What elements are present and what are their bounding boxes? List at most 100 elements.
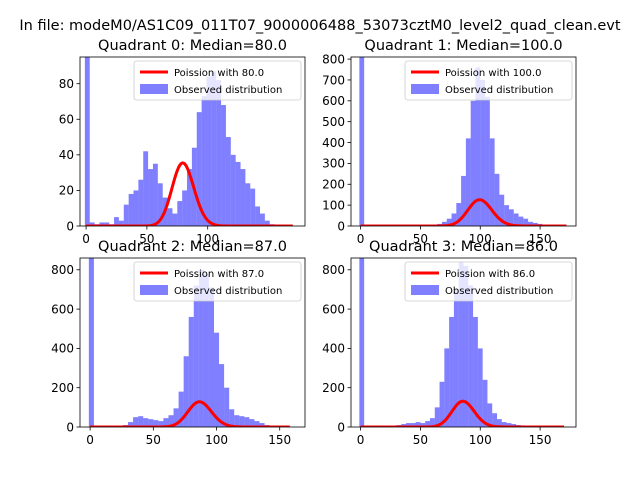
histogram-bar <box>456 203 462 226</box>
histogram-bar <box>359 258 365 427</box>
histogram-bar <box>118 220 124 226</box>
histogram-bar <box>178 391 184 427</box>
poisson-curve <box>89 400 291 427</box>
x-tick-label: 100 <box>469 433 492 447</box>
histogram-bar <box>429 418 435 427</box>
x-tick-label: 100 <box>205 433 228 447</box>
x-tick-label: 50 <box>146 433 161 447</box>
legend-frame <box>404 261 573 302</box>
legend-label-observed: Observed distribution <box>445 286 553 297</box>
histogram-bar <box>475 67 481 226</box>
legend-label-poisson: Poission with 100.0 <box>445 68 541 79</box>
histogram-bar <box>410 423 416 427</box>
histogram-bar <box>439 381 445 427</box>
y-tick-label: 80 <box>59 77 74 91</box>
x-tick-label: 150 <box>529 433 552 447</box>
histogram-bar <box>465 138 471 226</box>
histogram-bar <box>458 261 464 427</box>
subplot-title: Quadrant 3: Median=86.0 <box>369 239 558 255</box>
subplot-quadrant-3: 0 50 100 150 0 200 400 600 800 Quadrant 3: Median… <box>322 239 577 447</box>
x-tick-label: 0 <box>357 232 365 246</box>
x-tick-label: 0 <box>86 433 94 447</box>
histogram-bar <box>128 422 134 427</box>
histogram-bar <box>172 213 178 226</box>
histogram-bar <box>148 169 153 226</box>
x-tick-label: 50 <box>139 232 154 246</box>
histogram-bar <box>230 154 236 226</box>
subplot-title: Quadrant 1: Median=100.0 <box>364 38 562 54</box>
histogram-bar <box>183 356 189 427</box>
histogram-bar <box>260 213 265 226</box>
histogram-bar <box>133 190 139 226</box>
histogram-bar <box>187 169 192 226</box>
y-tick-label: 400 <box>322 136 345 150</box>
histogram-bar <box>128 193 134 226</box>
axes-frame <box>79 56 306 227</box>
histogram-bar <box>499 194 505 226</box>
histogram-bar <box>425 421 430 427</box>
histogram-bar <box>229 409 235 427</box>
histogram-bar <box>114 217 119 226</box>
histogram-bar <box>415 422 421 427</box>
legend-label-observed: Observed distribution <box>174 85 282 96</box>
histogram-bar <box>201 96 207 226</box>
histogram-bar <box>123 204 129 226</box>
x-tick-label: 50 <box>413 232 428 246</box>
histogram-bar <box>216 80 222 226</box>
legend-frame <box>404 60 573 101</box>
y-tick-label: 0 <box>337 219 345 233</box>
histogram-bar <box>244 417 250 427</box>
y-tick-label: 600 <box>322 94 345 108</box>
histogram-bar <box>446 218 452 226</box>
histogram-bar <box>219 364 225 427</box>
legend: Poission with 87.0 Observed distribution <box>133 261 302 302</box>
axes-frame <box>350 257 577 428</box>
histogram-bar <box>420 423 426 427</box>
y-tick-label: 0 <box>337 420 345 434</box>
x-tick-label: 100 <box>469 232 492 246</box>
axes-frame <box>350 56 577 227</box>
histogram-bar <box>208 287 214 427</box>
x-tick-label: 50 <box>413 433 428 447</box>
histogram-bar <box>523 218 529 226</box>
legend-patch-swatch <box>411 285 439 295</box>
histogram-bar <box>477 348 483 427</box>
histogram-bar <box>485 96 490 226</box>
histogram-bar <box>492 413 498 427</box>
subplot-quadrant-2: 0 50 100 150 0 200 400 600 800 Quadrant 2: Median… <box>51 239 306 447</box>
histogram-bar <box>206 76 212 226</box>
histogram-bar <box>532 222 538 226</box>
subplot-quadrant-1: 0 50 100 150 0 100 200 300 400 500 600 700 800 Quadra… <box>322 38 577 246</box>
histogram-bar <box>453 289 459 427</box>
poisson-curve <box>360 399 565 427</box>
histogram-bar <box>461 175 466 226</box>
histogram-bar <box>99 222 105 226</box>
histogram-bar <box>254 421 260 427</box>
histogram-bar <box>143 418 149 427</box>
y-tick-label: 600 <box>51 302 74 316</box>
histogram-bar <box>198 269 204 427</box>
histogram-bar <box>133 417 139 427</box>
y-tick-label: 200 <box>51 381 74 395</box>
y-tick-label: 500 <box>322 115 345 129</box>
histogram-bar <box>225 137 231 226</box>
y-tick-label: 300 <box>322 157 345 171</box>
y-tick-label: 100 <box>322 198 345 212</box>
histogram-bar <box>157 183 163 226</box>
histogram-bar <box>518 216 524 226</box>
histogram-bar <box>163 418 169 427</box>
histogram-bar <box>177 201 183 226</box>
legend-patch-swatch <box>411 84 439 94</box>
x-tick-label: 150 <box>529 232 552 246</box>
legend-label-poisson: Poission with 80.0 <box>174 68 264 79</box>
y-tick-label: 400 <box>51 342 74 356</box>
figure-suptitle: In file: modeM0/AS1C09_011T07_9000006488… <box>19 18 620 34</box>
legend-patch-swatch <box>140 84 168 94</box>
legend-label-poisson: Poission with 86.0 <box>445 269 535 280</box>
histogram-bar <box>451 213 457 226</box>
histogram-bar <box>480 79 486 226</box>
histogram-bar <box>441 221 447 226</box>
plot-area <box>88 258 291 427</box>
subplot-title: Quadrant 2: Median=87.0 <box>98 239 287 255</box>
